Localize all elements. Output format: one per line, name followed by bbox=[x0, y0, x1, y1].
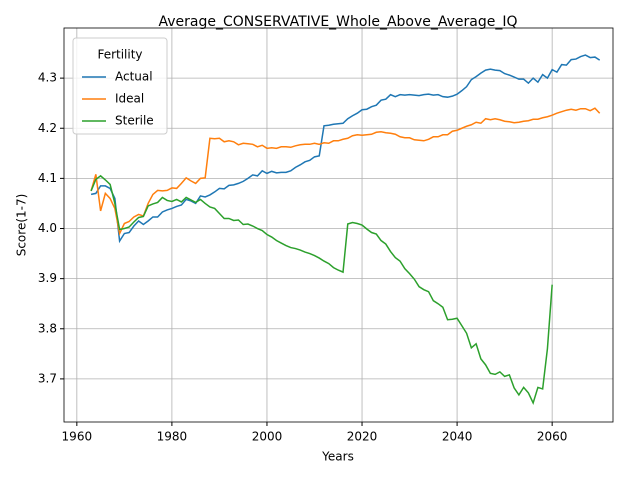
x-tick-label: 1960 bbox=[62, 430, 93, 444]
x-tick-label: 2020 bbox=[347, 430, 378, 444]
y-tick-label: 3.7 bbox=[38, 371, 57, 385]
series-line bbox=[90, 54, 601, 244]
x-tick-label: 2000 bbox=[252, 430, 283, 444]
y-axis-label: Score(1-7) bbox=[15, 194, 29, 257]
x-tick-label: 1980 bbox=[157, 430, 188, 444]
y-tick-label: 3.8 bbox=[38, 321, 57, 335]
legend-label: Ideal bbox=[115, 92, 144, 106]
x-tick-label: 2040 bbox=[442, 430, 473, 444]
series-line bbox=[90, 174, 553, 406]
x-axis-label: Years bbox=[321, 450, 354, 464]
legend-label: Actual bbox=[115, 70, 153, 84]
y-tick-label: 4.1 bbox=[38, 171, 57, 185]
y-tick-label: 4.2 bbox=[38, 121, 57, 135]
series-line bbox=[90, 107, 601, 236]
y-tick-label: 4.3 bbox=[38, 71, 57, 85]
y-tick-label: 3.9 bbox=[38, 271, 57, 285]
y-tick-label: 4.0 bbox=[38, 221, 57, 235]
chart-title: Average_CONSERVATIVE_Whole_Above_Average… bbox=[158, 14, 517, 30]
x-tick-label: 2060 bbox=[537, 430, 568, 444]
legend-box bbox=[72, 37, 168, 135]
plot-frame bbox=[63, 27, 614, 423]
legend-label: Sterile bbox=[115, 114, 154, 128]
legend-title: Fertility bbox=[97, 48, 142, 62]
